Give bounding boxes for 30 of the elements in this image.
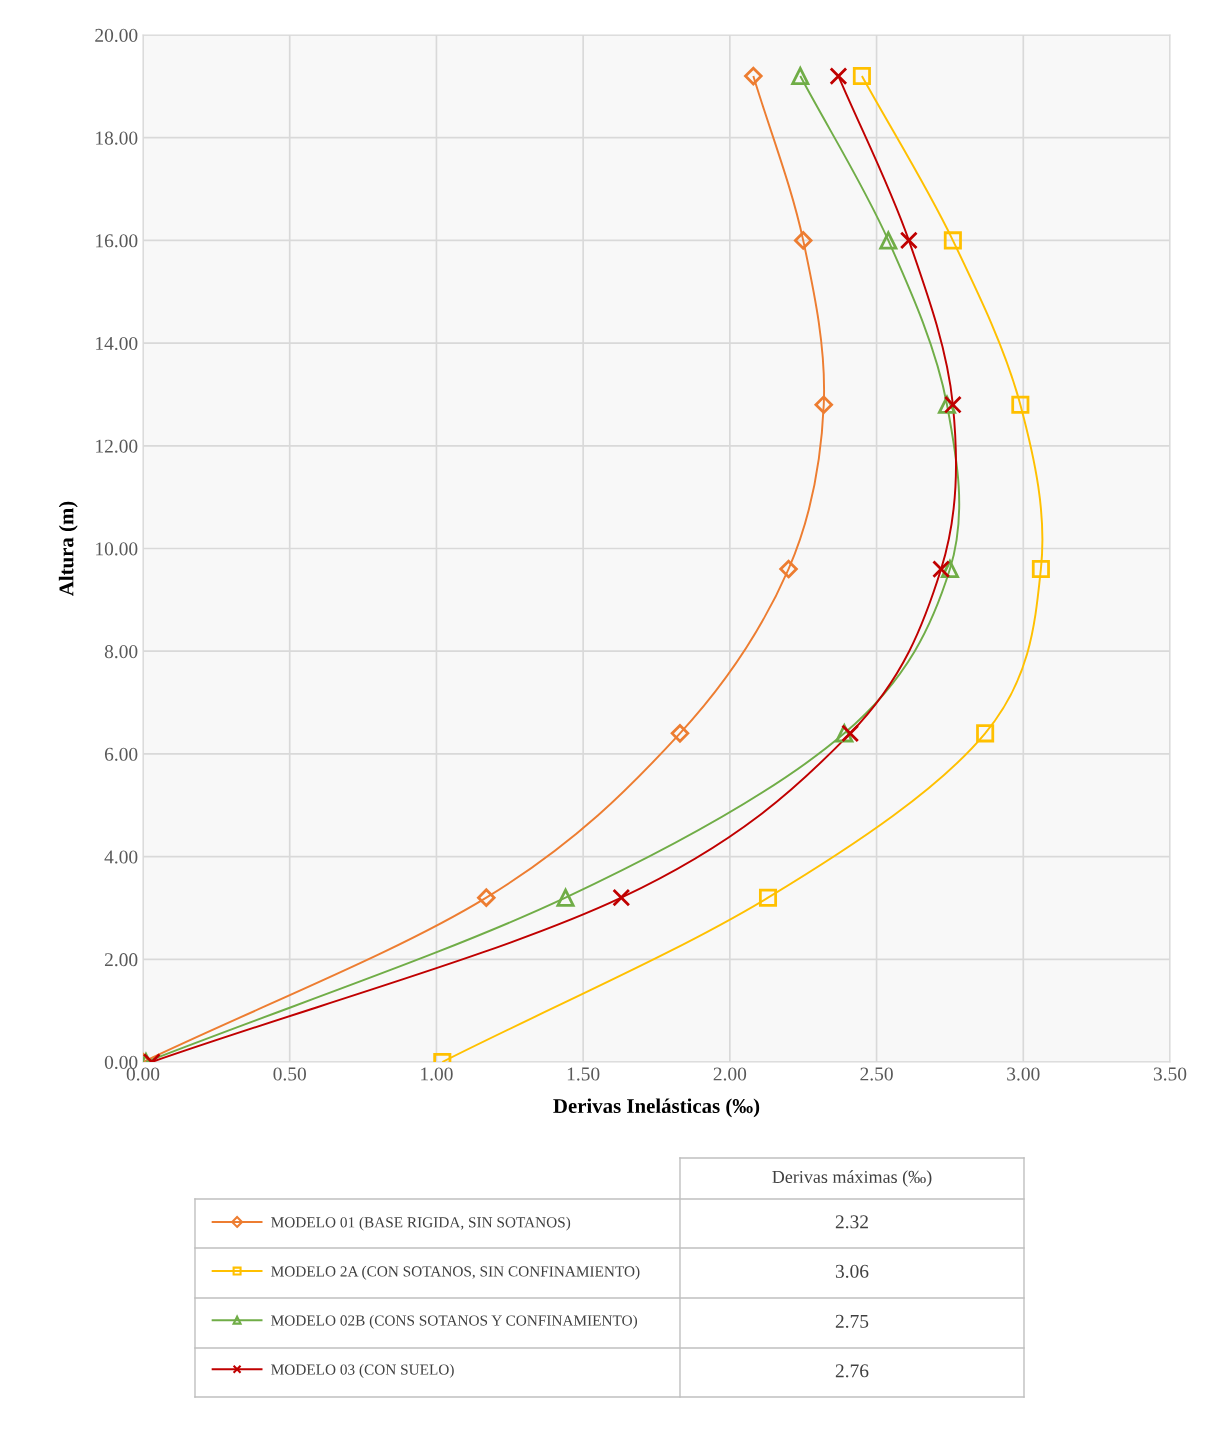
y-tick-label: 2.00: [104, 953, 138, 967]
x-tick-label: 0.50: [273, 1067, 306, 1081]
x-tick-label: 1.50: [567, 1067, 600, 1081]
y-tick-label: 18.00: [96, 131, 138, 145]
y-tick-label: 20.00: [95, 28, 138, 43]
x-tick-label: 2.00: [713, 1067, 747, 1081]
legend-label: MODELO 01 (BASE RIGIDA, SIN SOTANOS): [271, 1216, 571, 1231]
y-tick-label: 14.00: [96, 336, 138, 351]
legend-label: MODELO 02B (CONS SOTANOS Y CONFINAMIENTO): [271, 1314, 638, 1329]
legend-label: MODELO 03 (CON SUELO): [271, 1363, 454, 1378]
text: Derivas máximas (‰): [772, 1170, 932, 1187]
x-tick-label: 3.00: [1007, 1067, 1040, 1081]
x-tick-label: 3.50: [1153, 1067, 1187, 1081]
text: 2.32: [835, 1215, 868, 1229]
y-tick-label: 0.00: [104, 1055, 138, 1070]
text: 3.06: [835, 1264, 869, 1278]
x-tick-label: 0.00: [126, 1067, 160, 1081]
x-tick-label: 1.00: [421, 1067, 453, 1081]
y-tick-label: 4.00: [104, 850, 138, 864]
text: 2.75: [835, 1314, 869, 1328]
legend-label: MODELO 2A (CON SOTANOS, SIN CONFINAMIENTO): [271, 1265, 640, 1280]
y-tick-label: 16.00: [96, 234, 138, 248]
y-tick-label: 12.00: [96, 439, 138, 453]
y-tick-label: 10.00: [96, 542, 138, 556]
x-tick-label: 2.50: [860, 1067, 893, 1081]
y-tick-label: 6.00: [104, 747, 138, 761]
y-tick-label: 8.00: [104, 645, 138, 659]
x-axis-title: Derivas Inelásticas (‰): [553, 1098, 760, 1118]
text: 2.76: [835, 1364, 869, 1378]
y-axis-title: Altura (m): [58, 501, 78, 597]
